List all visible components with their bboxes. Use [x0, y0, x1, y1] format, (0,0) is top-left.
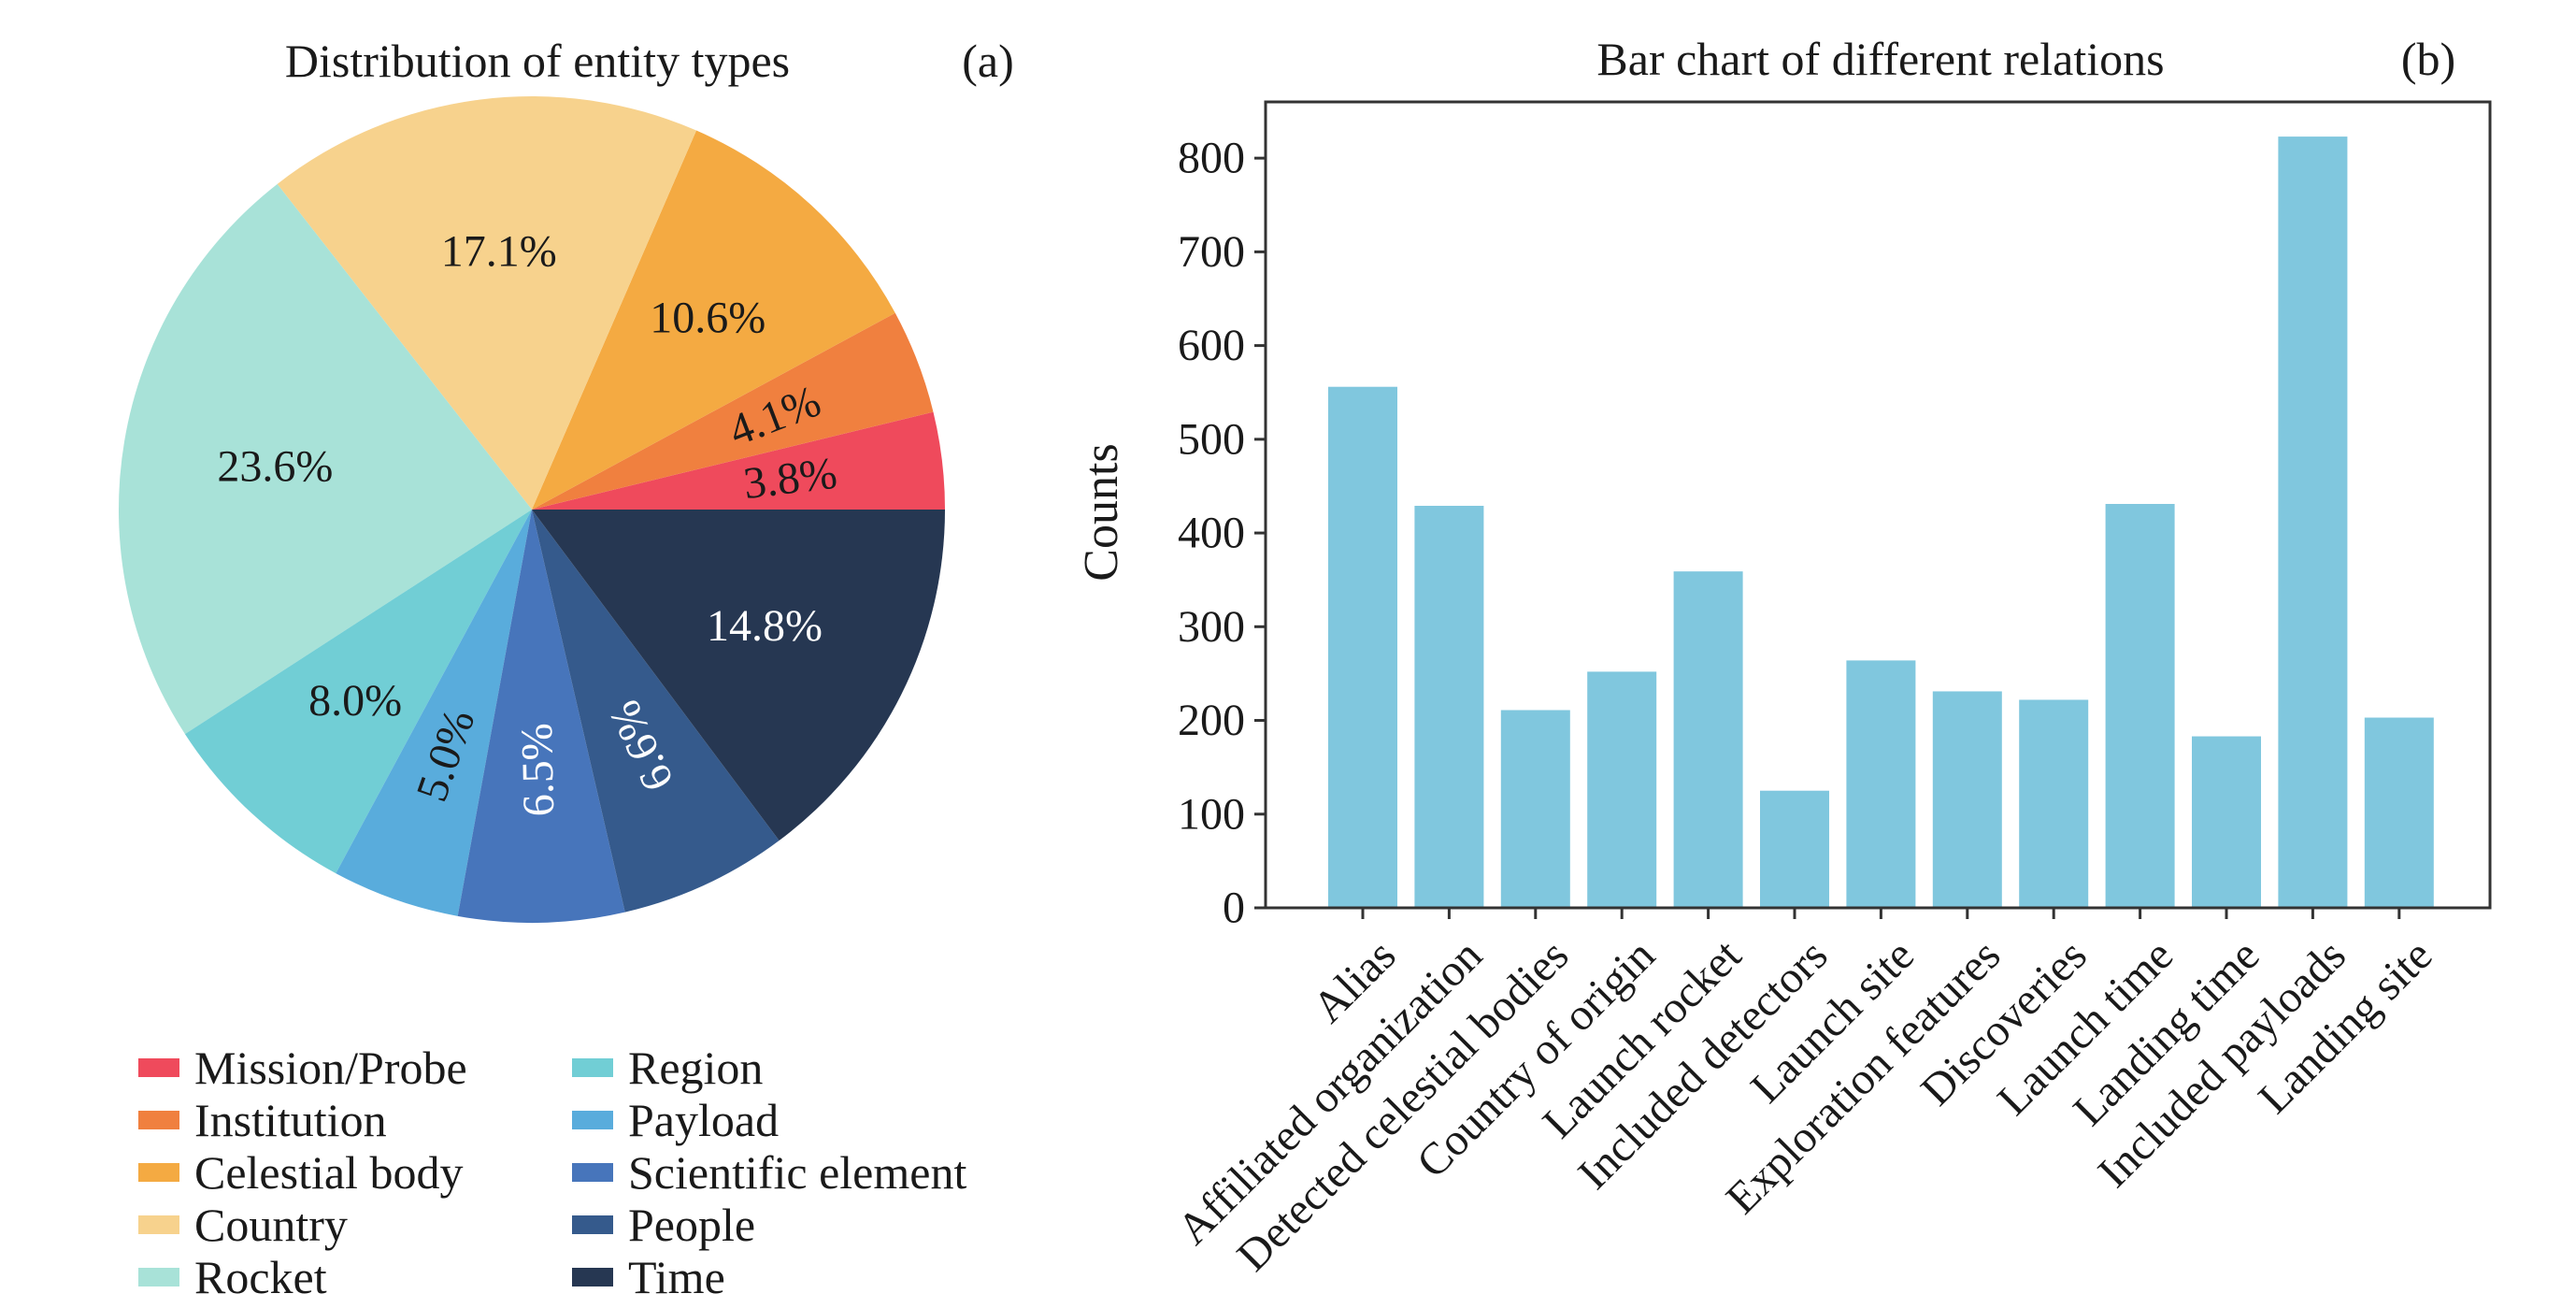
y-tick-label: 0	[1223, 884, 1245, 933]
pie-label-rocket: 23.6%	[217, 441, 333, 491]
plot-frame	[1264, 100, 2492, 910]
bar-detected-celestial-bodies	[1500, 710, 1570, 908]
bar-chart-panel: Bar chart of different relations (b) Cou…	[1075, 33, 2492, 1281]
bar-launch-time	[2105, 504, 2175, 908]
legend-item-country: Country	[138, 1199, 348, 1251]
legend-label-institution: Institution	[194, 1094, 387, 1146]
legend-label-country: Country	[194, 1199, 348, 1251]
y-tick-label: 800	[1178, 134, 1245, 183]
legend-swatch-payload	[572, 1111, 613, 1129]
bar-alias	[1328, 386, 1397, 909]
legend-label-region: Region	[628, 1042, 763, 1094]
legend-label-people: People	[628, 1199, 755, 1251]
pie-slices	[118, 96, 946, 924]
legend-label-rocket: Rocket	[194, 1251, 327, 1303]
bar-country-of-origin	[1587, 671, 1657, 908]
bar-landing-time	[2192, 736, 2261, 908]
pie-slice-mission-probe	[532, 411, 946, 510]
legend-swatch-celestial-body	[138, 1163, 179, 1182]
pie-label-mission-probe: 3.8%	[741, 449, 840, 510]
legend-label-payload: Payload	[628, 1094, 779, 1146]
legend-label-celestial-body: Celestial body	[194, 1146, 463, 1199]
bar-affiliated-organization	[1414, 506, 1484, 908]
bar-included-detectors	[1760, 790, 1829, 908]
legend-item-time: Time	[572, 1251, 725, 1303]
legend-item-people: People	[572, 1199, 755, 1251]
legend-swatch-country	[138, 1215, 179, 1234]
bar-chart-title: Bar chart of different relations	[1596, 33, 2164, 85]
bar-launch-rocket	[1673, 571, 1743, 908]
pie-label-region: 8.0%	[308, 676, 402, 726]
legend-label-mission-probe: Mission/Probe	[194, 1042, 467, 1094]
pie-slice-scientific-element	[457, 510, 625, 924]
pie-slice-time	[532, 510, 946, 841]
bars	[1328, 137, 2434, 909]
legend-swatch-scientific-element	[572, 1163, 613, 1182]
pie-slice-region	[184, 510, 533, 874]
pie-label-country: 17.1%	[441, 226, 557, 276]
pie-slice-rocket	[118, 183, 533, 735]
pie-label-scientific-element: 6.5%	[512, 723, 564, 817]
bar-panel-label: (b)	[2401, 33, 2455, 85]
legend-swatch-people	[572, 1215, 613, 1234]
pie-slice-institution	[532, 312, 934, 510]
legend-item-region: Region	[572, 1042, 763, 1094]
legend-swatch-time	[572, 1268, 613, 1286]
y-tick-label: 500	[1178, 414, 1245, 464]
legend-swatch-institution	[138, 1111, 179, 1129]
pie-chart-title: Distribution of entity types	[285, 35, 790, 87]
pie-panel-label: (a)	[962, 35, 1014, 87]
bar-launch-site	[1846, 660, 1916, 908]
pie-slice-celestial-body	[532, 130, 895, 510]
legend-item-scientific-element: Scientific element	[572, 1146, 966, 1199]
y-tick-label: 400	[1178, 509, 1245, 558]
bar-exploration-features	[1932, 691, 2002, 908]
pie-slice-people	[532, 510, 780, 913]
y-tick-label: 600	[1178, 321, 1245, 370]
legend-item-rocket: Rocket	[138, 1251, 327, 1303]
y-axis-label: Counts	[1075, 443, 1128, 581]
legend-label-scientific-element: Scientific element	[628, 1146, 966, 1199]
legend-swatch-region	[572, 1058, 613, 1077]
pie-label-celestial-body: 10.6%	[650, 293, 766, 342]
y-axis-ticks: 0 100 200 300 400 500 600 700 800	[1178, 134, 1266, 933]
legend-item-institution: Institution	[138, 1094, 387, 1146]
legend-swatch-mission-probe	[138, 1058, 179, 1077]
pie-label-time: 14.8%	[707, 601, 823, 651]
pie-slice-country	[277, 96, 697, 510]
pie-chart-panel: Distribution of entity types (a) 3.8%4.1…	[118, 35, 1014, 1303]
legend-swatch-rocket	[138, 1268, 179, 1286]
y-tick-label: 300	[1178, 602, 1245, 652]
legend-item-celestial-body: Celestial body	[138, 1146, 463, 1199]
legend-label-time: Time	[628, 1251, 725, 1303]
y-tick-label: 100	[1178, 789, 1245, 839]
bar-discoveries	[2019, 699, 2089, 908]
pie-slice-payload	[336, 510, 532, 916]
y-tick-label: 700	[1178, 227, 1245, 277]
bar-landing-site	[2364, 717, 2434, 908]
bar-included-payloads	[2278, 137, 2348, 909]
legend-item-mission-probe: Mission/Probe	[138, 1042, 467, 1094]
legend-item-payload: Payload	[572, 1094, 779, 1146]
y-tick-label: 200	[1178, 696, 1245, 745]
